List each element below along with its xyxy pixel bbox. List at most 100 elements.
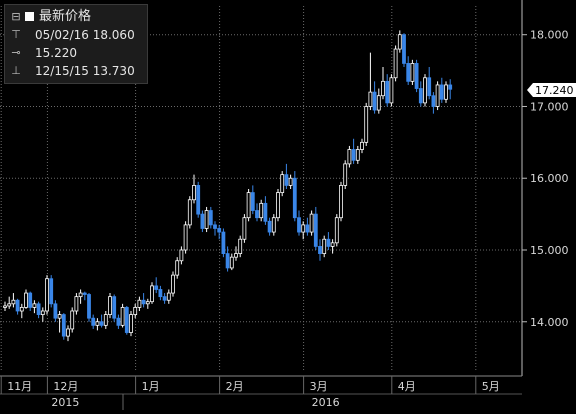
y-axis: 14.00015.00016.00017.00018.000: [522, 0, 569, 376]
last-price-marker: 17.240: [527, 83, 576, 97]
candle-up: [436, 85, 439, 107]
candle-down: [319, 246, 322, 253]
year-label: 2016: [312, 396, 340, 409]
month-label: 2月: [226, 380, 244, 393]
candle-up: [340, 185, 343, 217]
month-label: 12月: [53, 380, 78, 393]
candle-up: [235, 254, 238, 258]
candle-down: [373, 92, 376, 110]
candle-up: [365, 106, 368, 142]
candle-up: [205, 211, 208, 229]
candle-up: [302, 225, 305, 232]
candle-up: [377, 96, 380, 110]
high-marker-icon: ⊤: [11, 26, 21, 44]
candle-up: [277, 193, 280, 218]
x-axis: 11月 12月 1月 2月 3月 4月 5月 2015 2016: [0, 376, 522, 410]
candle-down: [268, 221, 271, 232]
candle-up: [272, 218, 275, 232]
candle-up: [134, 307, 137, 314]
candle-down: [298, 218, 301, 232]
candle-up: [193, 185, 196, 199]
candle-up: [8, 304, 11, 306]
candle-down: [403, 35, 406, 64]
candle-up: [247, 193, 250, 218]
candle-down: [327, 239, 330, 246]
month-label: 1月: [142, 380, 160, 393]
month-label: 4月: [398, 380, 416, 393]
candle-down: [163, 297, 166, 301]
y-tick-label: 17.000: [530, 100, 569, 113]
candle-down: [419, 89, 422, 103]
candle-up: [46, 279, 49, 311]
candle-up: [289, 178, 292, 185]
candle-down: [432, 96, 435, 107]
candle-down: [197, 185, 200, 214]
candle-up: [167, 293, 170, 300]
candle-up: [382, 81, 385, 95]
candle-up: [12, 300, 15, 304]
candle-down: [54, 304, 57, 318]
candle-down: [16, 300, 19, 311]
candle-up: [310, 214, 313, 232]
candle-down: [125, 307, 128, 332]
candle-up: [4, 306, 7, 307]
candle-up: [151, 286, 154, 302]
collapse-icon[interactable]: ⊟: [11, 8, 21, 26]
candle-up: [41, 311, 44, 315]
candle-down: [155, 286, 158, 290]
candle-up: [331, 243, 334, 247]
y-tick-label: 18.000: [530, 29, 569, 42]
candle-down: [264, 203, 267, 221]
month-label: 3月: [310, 380, 328, 393]
candle-up: [394, 49, 397, 78]
candle-down: [352, 150, 355, 161]
candle-down: [251, 193, 254, 211]
candle-up: [25, 293, 28, 307]
candle-up: [369, 92, 372, 106]
candle-up: [239, 239, 242, 253]
candle-down: [117, 318, 120, 325]
candle-up: [96, 322, 99, 326]
candle-up: [243, 218, 246, 240]
candle-down: [226, 254, 229, 268]
candle-up: [390, 78, 393, 103]
candle-up: [424, 78, 427, 103]
y-tick-label: 14.000: [530, 316, 569, 329]
month-label: 5月: [482, 380, 500, 393]
candle-down: [50, 279, 53, 304]
candle-down: [428, 78, 431, 96]
candle-down: [218, 228, 221, 232]
candle-down: [440, 85, 443, 99]
year-label: 2015: [51, 396, 79, 409]
candle-down: [407, 63, 410, 81]
candle-up: [361, 142, 364, 149]
candle-down: [83, 293, 86, 294]
candle-down: [37, 304, 40, 315]
candle-down: [142, 300, 145, 304]
candle-up: [398, 35, 401, 49]
series-swatch: [25, 12, 34, 21]
candle-up: [33, 304, 36, 308]
y-tick-label: 16.000: [530, 172, 569, 185]
legend-last: 15.220: [35, 44, 77, 62]
candle-down: [209, 211, 212, 225]
candle-down: [113, 297, 116, 319]
month-label: 11月: [7, 380, 32, 393]
candle-up: [188, 200, 191, 225]
candle-down: [62, 315, 65, 337]
candle-up: [20, 307, 23, 311]
candle-up: [104, 315, 107, 326]
last-price-label: 17.240: [535, 84, 574, 97]
candle-up: [445, 85, 448, 99]
candle-up: [281, 175, 284, 193]
candle-up: [260, 203, 263, 217]
candle-up: [348, 150, 351, 164]
candle-down: [222, 232, 225, 254]
candle-up: [71, 311, 74, 329]
candle-down: [285, 175, 288, 186]
legend-title: 最新价格: [39, 8, 91, 26]
candle-up: [109, 297, 112, 315]
candle-up: [121, 307, 124, 325]
last-marker-icon: ⊸: [11, 44, 21, 62]
